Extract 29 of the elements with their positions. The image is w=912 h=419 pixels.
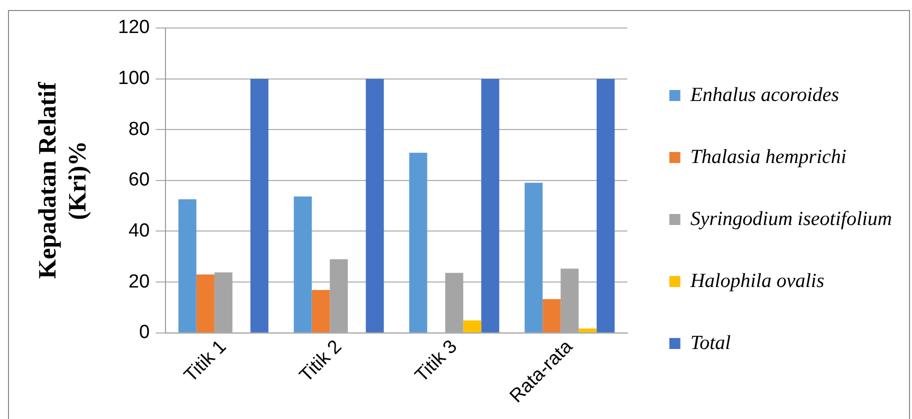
legend-label: Halophila ovalis xyxy=(689,270,824,292)
bar xyxy=(596,78,615,332)
y-tick-label: 40 xyxy=(128,220,150,242)
x-tick-label: Titik 1 xyxy=(180,336,231,387)
legend-label: Enhalus acoroides xyxy=(689,84,840,106)
y-tick-label: 80 xyxy=(128,118,150,140)
x-tick-label: Titik 2 xyxy=(296,336,346,387)
bar xyxy=(196,274,214,332)
y-tick-label: 60 xyxy=(128,170,150,191)
bar xyxy=(524,182,543,332)
x-tick-label: Titik 3 xyxy=(411,336,462,387)
bar xyxy=(463,320,482,332)
y-axis-title: Kepadatan Relatif (Kri)% xyxy=(34,82,92,279)
bar xyxy=(294,196,312,332)
bar xyxy=(409,152,428,332)
y-tick-label: 20 xyxy=(128,271,150,292)
y-tick-label: 120 xyxy=(118,17,150,38)
bar xyxy=(178,199,196,332)
y-tick-label: 0 xyxy=(139,322,150,344)
bar xyxy=(542,299,561,332)
bar xyxy=(250,78,268,332)
legend-label: Syringodium iseotifolium xyxy=(690,208,892,230)
bar xyxy=(578,328,597,332)
bar xyxy=(366,78,384,332)
bar xyxy=(481,78,500,332)
y-tick-label: 100 xyxy=(118,68,150,90)
legend-label: Thalasia hemprichi xyxy=(690,146,846,168)
legend-label: Total xyxy=(690,332,732,354)
bar xyxy=(312,290,330,332)
